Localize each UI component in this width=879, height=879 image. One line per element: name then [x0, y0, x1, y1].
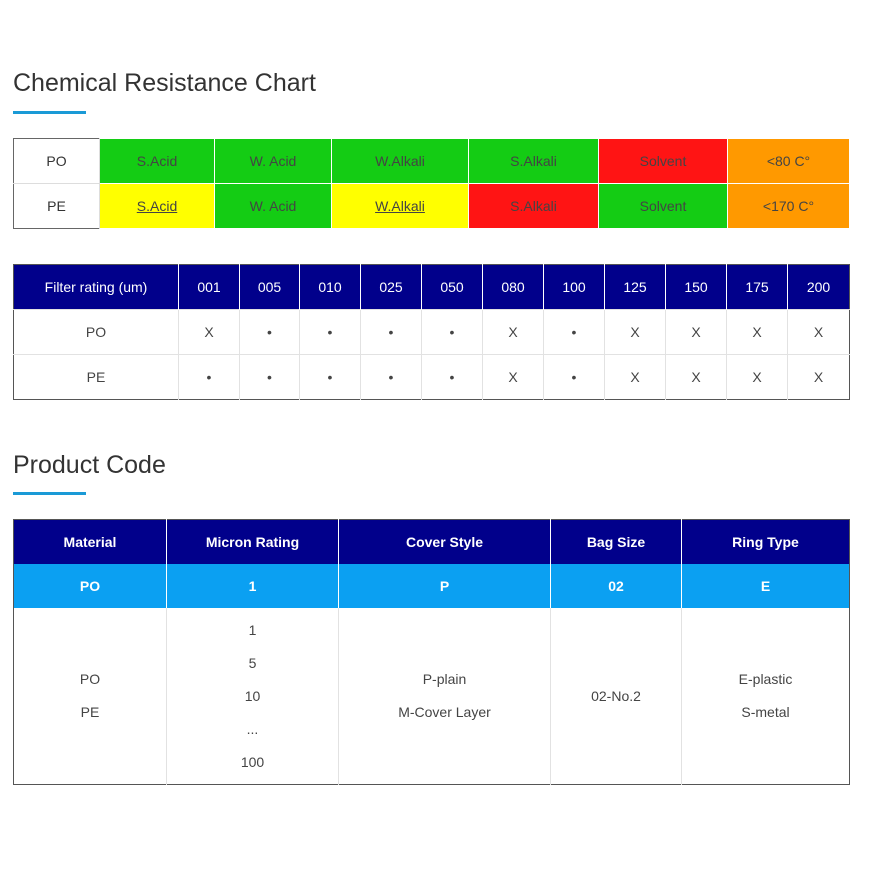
- rating-header: 150: [665, 264, 727, 310]
- rating-cell: X: [178, 309, 240, 355]
- rating-cell: X: [604, 354, 666, 400]
- rating-cell: X: [726, 309, 788, 355]
- code-options-cell: E-plastic S-metal: [681, 608, 850, 785]
- rating-cell: X: [482, 309, 544, 355]
- rating-header: 010: [299, 264, 361, 310]
- code-options-row: PO PE 1 5 10... 100 P-plain M-Cover Layer 02-No.…: [14, 608, 850, 785]
- code-option: 5: [248, 654, 257, 671]
- resistance-cell: Solvent: [598, 183, 728, 229]
- filter-row: PO X • • • • X • X X X X: [13, 309, 850, 355]
- filter-row: PE • • • • • X • X X X X: [13, 354, 850, 400]
- code-header-row: Material Micron Rating Cover Style Bag Size…: [13, 519, 850, 564]
- rating-cell: X: [665, 354, 727, 400]
- material-cell: PE: [13, 183, 100, 229]
- rating-header: 175: [726, 264, 788, 310]
- rating-header: 050: [421, 264, 483, 310]
- resistance-cell: W.Alkali: [331, 183, 469, 229]
- chemical-row: PE S.Acid W. Acid W.Alkali S.Alkali Solvent <1…: [13, 183, 850, 229]
- code-option: 10: [244, 687, 261, 704]
- title-underline: [13, 492, 86, 495]
- rating-header: 025: [360, 264, 422, 310]
- product-code-table: Material Micron Rating Cover Style Bag Size…: [13, 519, 850, 785]
- filter-rating-table: Filter rating (um) 001 005 010 025 050 080 100 1…: [13, 264, 850, 400]
- code-option: 100: [240, 753, 265, 770]
- material-cell: PO: [13, 309, 179, 355]
- code-example-row: PO 1 P 02 E: [13, 564, 850, 608]
- chemical-resistance-title: Chemical Resistance Chart: [13, 69, 316, 97]
- rating-cell: X: [787, 354, 850, 400]
- code-option: 1: [248, 621, 257, 638]
- code-option: 02-No.2: [591, 687, 641, 704]
- code-option: E-plastic: [738, 671, 793, 687]
- resistance-cell: W. Acid: [214, 138, 332, 184]
- rating-cell: •: [543, 354, 605, 400]
- filter-header-row: Filter rating (um) 001 005 010 025 050 080 100 1…: [13, 264, 850, 310]
- code-options-cell: P-plain M-Cover Layer: [338, 608, 551, 785]
- chemical-row: PO S.Acid W. Acid W.Alkali S.Alkali Solvent <8…: [13, 138, 850, 184]
- code-header: Bag Size: [550, 519, 682, 564]
- filter-header-label: Filter rating (um): [13, 264, 179, 310]
- rating-cell: X: [726, 354, 788, 400]
- material-cell: PE: [13, 354, 179, 400]
- code-option: PE: [80, 704, 100, 720]
- rating-cell: •: [360, 309, 422, 355]
- code-header: Micron Rating: [166, 519, 339, 564]
- code-option: ...: [246, 720, 259, 737]
- code-example-cell: PO: [13, 564, 167, 608]
- material-cell: PO: [13, 138, 100, 184]
- product-code-title: Product Code: [13, 451, 166, 479]
- code-header: Ring Type: [681, 519, 850, 564]
- rating-header: 080: [482, 264, 544, 310]
- code-option: M-Cover Layer: [398, 704, 491, 720]
- rating-cell: •: [543, 309, 605, 355]
- rating-cell: •: [299, 354, 361, 400]
- rating-cell: X: [482, 354, 544, 400]
- code-options-cell: 02-No.2: [550, 608, 682, 785]
- rating-cell: X: [604, 309, 666, 355]
- rating-cell: •: [239, 309, 300, 355]
- rating-cell: X: [665, 309, 727, 355]
- rating-header: 125: [604, 264, 666, 310]
- resistance-cell: S.Acid: [99, 183, 215, 229]
- rating-header: 100: [543, 264, 605, 310]
- rating-cell: •: [239, 354, 300, 400]
- title-underline: [13, 111, 86, 114]
- code-header: Material: [13, 519, 167, 564]
- rating-cell: •: [178, 354, 240, 400]
- code-example-cell: 02: [550, 564, 682, 608]
- resistance-cell: <170 C°: [727, 183, 850, 229]
- resistance-cell: S.Acid: [99, 138, 215, 184]
- code-option: PO: [79, 671, 101, 687]
- code-example-cell: P: [338, 564, 551, 608]
- rating-header: 005: [239, 264, 300, 310]
- code-example-cell: 1: [166, 564, 339, 608]
- rating-cell: •: [421, 309, 483, 355]
- rating-cell: •: [360, 354, 422, 400]
- code-example-cell: E: [681, 564, 850, 608]
- rating-cell: X: [787, 309, 850, 355]
- resistance-cell: Solvent: [598, 138, 728, 184]
- resistance-cell: S.Alkali: [468, 183, 599, 229]
- code-options-cell: PO PE: [14, 608, 167, 785]
- code-option: S-metal: [741, 704, 790, 720]
- code-options-cell: 1 5 10... 100: [166, 608, 339, 785]
- rating-header: 200: [787, 264, 850, 310]
- rating-header: 001: [178, 264, 240, 310]
- resistance-cell: <80 C°: [727, 138, 850, 184]
- code-header: Cover Style: [338, 519, 551, 564]
- code-option: P-plain: [422, 671, 467, 687]
- rating-cell: •: [421, 354, 483, 400]
- chemical-resistance-table: PO S.Acid W. Acid W.Alkali S.Alkali Solvent <8…: [13, 138, 850, 229]
- rating-cell: •: [299, 309, 361, 355]
- resistance-cell: W.Alkali: [331, 138, 469, 184]
- resistance-cell: W. Acid: [214, 183, 332, 229]
- resistance-cell: S.Alkali: [468, 138, 599, 184]
